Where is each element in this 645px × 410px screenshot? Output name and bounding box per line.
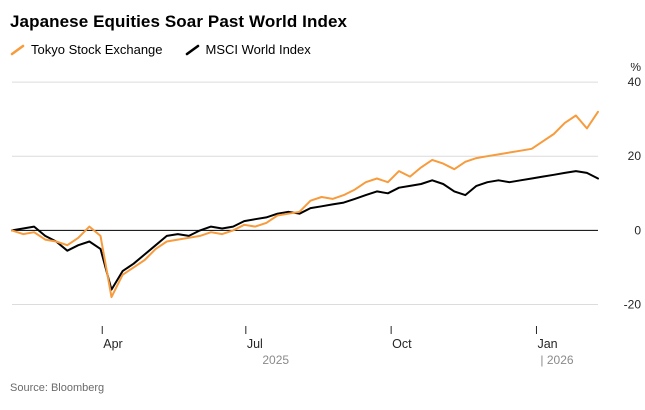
y-axis-tick-label: 20: [628, 149, 642, 163]
y-axis-unit-label: %: [630, 63, 641, 74]
price-chart: -20 0 20 40% Apr Jul Oct Jan 2025 | 2026: [11, 60, 642, 367]
legend-item-tokyo-stock-exchange: Tokyo Stock Exchange: [10, 42, 163, 57]
x-axis-tick-label: Jan: [537, 337, 557, 351]
x-axis-tick-label: Oct: [392, 337, 412, 351]
source-attribution: Source: Bloomberg: [10, 382, 105, 394]
legend-item-msci-world-index: MSCI World Index: [185, 42, 311, 57]
x-axis-tick-label: Jul: [247, 337, 263, 351]
x-axis-year-label: 2025: [262, 353, 289, 367]
y-axis-tick-label: -20: [624, 297, 642, 311]
chart-legend: Tokyo Stock Exchange MSCI World Index: [10, 42, 645, 57]
series-line: [11, 110, 599, 299]
y-axis-tick-label: 0: [634, 223, 641, 237]
y-axis-tick-label: 40: [628, 75, 642, 89]
legend-label: Tokyo Stock Exchange: [31, 42, 163, 57]
chart-title: Japanese Equities Soar Past World Index: [10, 12, 348, 31]
legend-line-icon: [10, 44, 25, 55]
legend-line-icon: [185, 44, 199, 55]
x-axis-year-label: | 2026: [540, 353, 573, 367]
legend-label: MSCI World Index: [205, 42, 311, 57]
x-axis-tick-label: Apr: [103, 337, 122, 351]
chart-area: -20 0 20 40% Apr Jul Oct Jan 2025 | 2026: [0, 60, 645, 372]
